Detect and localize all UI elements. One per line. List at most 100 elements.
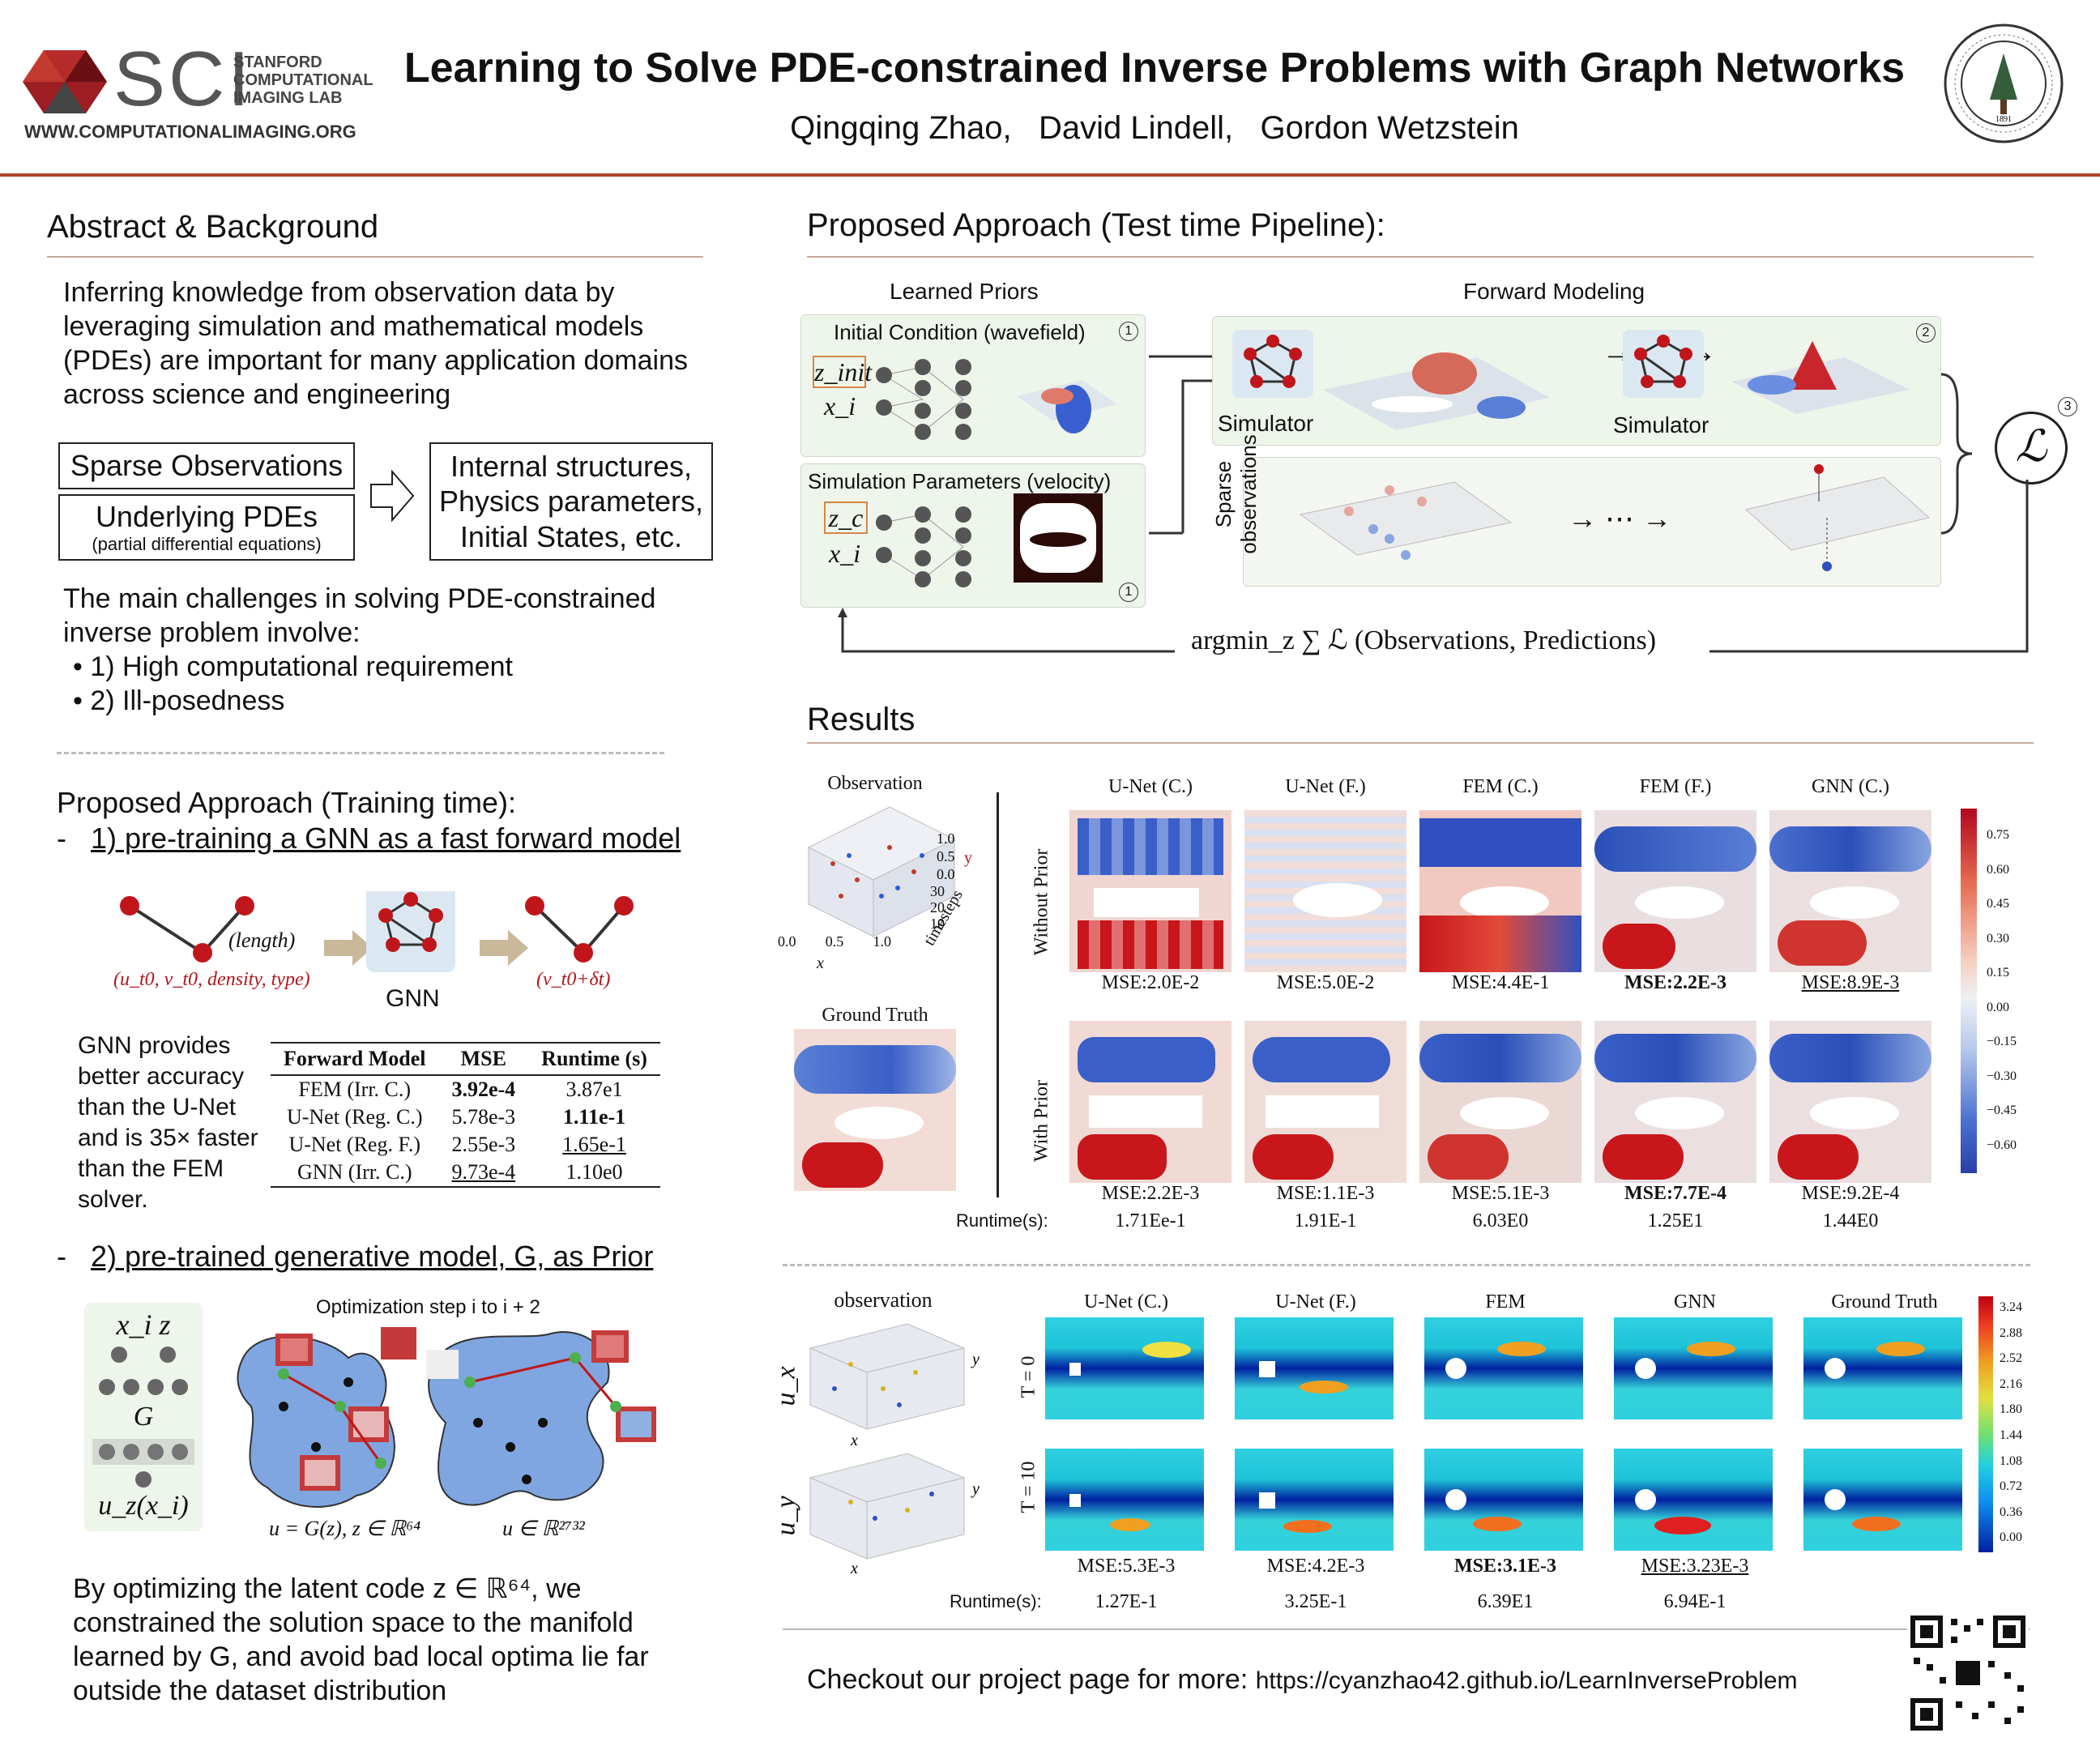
- mse-value: MSE:2.0E-2: [1101, 972, 1200, 993]
- column-header: FEM (C.): [1462, 776, 1539, 797]
- manifold-diagram: [237, 1327, 656, 1508]
- lab-logo-text: SCI: [113, 36, 254, 122]
- simulation-params-panel: Simulation Parameters (velocity) z_c x_i…: [800, 463, 1146, 608]
- training-step2: - 2) pre-trained generative model, G, as…: [57, 1240, 654, 1273]
- runtime-value: 1.44E0: [1822, 1210, 1879, 1231]
- simulation-params-label: Simulation Parameters (velocity): [808, 469, 1112, 493]
- initial-condition-panel: Initial Condition (wavefield) z_init x_i…: [800, 314, 1146, 457]
- mse-value: MSE:2.2E-3: [1624, 972, 1727, 993]
- row-label-t10: T = 10: [1018, 1461, 1039, 1513]
- underlying-pdes-box: Underlying PDEs (partial differential eq…: [58, 494, 355, 561]
- mse-value: MSE:5.0E-2: [1276, 972, 1375, 993]
- conclusion-text: By optimizing the latent code z ∈ ℝ⁶⁴, w…: [73, 1573, 649, 1706]
- flow-map-fem-t10: [1424, 1449, 1583, 1551]
- svg-text:x: x: [850, 1432, 858, 1449]
- challenge-item: • 2) Ill-posedness: [73, 685, 285, 716]
- learned-priors-label: Learned Priors: [890, 279, 1039, 304]
- heatmap-fem-c-with-prior: [1419, 1021, 1581, 1183]
- svg-text:y: y: [971, 1480, 980, 1498]
- lab-name: STANFORD COMPUTATIONAL IMAGING LAB: [233, 53, 373, 107]
- wave-surface-icon: [1731, 341, 1910, 414]
- flow-mse-value: MSE:4.2E-3: [1266, 1556, 1365, 1577]
- results-divider: [997, 792, 999, 1197]
- gnn-summary: GNN provides better accuracy than the U-…: [78, 1032, 258, 1213]
- table-row: FEM (Irr. C.) 3.92e-4 3.87e1: [298, 1078, 623, 1101]
- simulator-label: Simulator: [1613, 412, 1709, 438]
- footer-rule: [783, 1628, 2030, 1630]
- column-header: U-Net (F.): [1285, 776, 1366, 797]
- wavefield-surface-icon: [1017, 380, 1117, 433]
- flow-map-fem-t0: [1424, 1317, 1583, 1419]
- svg-text:1891: 1891: [1995, 115, 2012, 124]
- x-i-label: x_i: [829, 539, 861, 568]
- wave-colorbar: [1961, 809, 1977, 1173]
- velocity-map-icon: [1014, 493, 1103, 583]
- step-marker: 1: [1119, 322, 1138, 341]
- sparse-observations-box: Sparse Observations: [58, 442, 355, 489]
- challenges-intro: The main challenges in solving PDE-const…: [63, 583, 656, 648]
- manifold-left-label: u = G(z), z ∈ ℝ⁶⁴: [269, 1517, 421, 1540]
- poster-title: Learning to Solve PDE-constrained Invers…: [403, 45, 1906, 92]
- heatmap-gnn-c-no-prior: [1769, 810, 1931, 972]
- heatmap-fem-f-no-prior: [1594, 810, 1756, 972]
- flow-map-gnn-t10: [1614, 1449, 1773, 1551]
- column-header: Ground Truth: [1831, 1291, 1938, 1312]
- training-step1: - 1) pre-training a GNN as a fast forwar…: [57, 822, 681, 855]
- project-page-link[interactable]: https://cyanzhao42.github.io/LearnInvers…: [1255, 1667, 1798, 1694]
- flow-map-gnn-t0: [1614, 1317, 1773, 1419]
- footer-text: Checkout our project page for more:: [807, 1664, 1248, 1695]
- sparse-grid-icon: [1744, 464, 1931, 571]
- z-init-box: z_init: [813, 356, 873, 388]
- results-heading: Results: [807, 702, 916, 737]
- axis-t-ticks: 30 20 10: [930, 883, 945, 932]
- flow-map-unet-f-t0: [1235, 1317, 1394, 1419]
- mse-value: MSE:1.1E-3: [1276, 1183, 1375, 1204]
- flow-runtime-value: 6.94E-1: [1663, 1591, 1727, 1612]
- heatmap-unet-c-with-prior: [1069, 1021, 1231, 1183]
- node-output-label: (v_t0+δt): [536, 969, 611, 990]
- prior-network-icon: [876, 359, 971, 440]
- simulator-icon: [1232, 330, 1313, 398]
- flow-map-unet-f-t10: [1235, 1449, 1394, 1551]
- wave-surface-icon: [1323, 352, 1550, 430]
- challenges-list: • 1) High computational requirement • 2)…: [73, 650, 513, 718]
- header-divider: [0, 173, 2100, 177]
- uy-label: u_y: [770, 1496, 801, 1536]
- row-label-t0: T = 0: [1018, 1355, 1039, 1398]
- flow-colorbar: [1978, 1296, 1993, 1552]
- flow-mse-value: MSE:3.1E-3: [1454, 1556, 1556, 1577]
- step-marker: 3: [2058, 397, 2077, 416]
- runtime-label: Runtime(s):: [956, 1210, 1048, 1231]
- gnn-label: GNN: [386, 985, 440, 1012]
- generator-g-label: G: [133, 1402, 154, 1432]
- column-header: FEM: [1485, 1291, 1526, 1312]
- forward-modeling-label: Forward Modeling: [1463, 279, 1645, 304]
- challenge-item: • 1) High computational requirement: [73, 651, 513, 682]
- flow-runtime-value: 1.27E-1: [1095, 1591, 1158, 1612]
- column-header: GNN: [1674, 1291, 1716, 1312]
- optimization-title: Optimization step i to i + 2: [316, 1296, 540, 1318]
- wave-colorbar-ticks: 0.75 0.60 0.45 0.30 0.15 0.00 −0.15 −0.30 −0.45−…: [1987, 828, 2017, 1152]
- axis-y-ticks: 1.0 0.5 0.0: [937, 830, 955, 882]
- qr-code-icon[interactable]: [1907, 1612, 2029, 1734]
- edge-length-label: (length): [228, 928, 296, 952]
- table-row: U-Net (Reg. C.) 5.78e-3 1.11e-1: [286, 1105, 626, 1129]
- column-header: GNN (C.): [1812, 776, 1889, 797]
- heatmap-unet-f-with-prior: [1244, 1021, 1406, 1183]
- runtime-value: 6.03E0: [1472, 1210, 1529, 1231]
- gnn-training-diagram: [120, 891, 634, 972]
- column-header: U-Net (C.): [1084, 1291, 1168, 1312]
- lab-url[interactable]: WWW.COMPUTATIONALIMAGING.ORG: [24, 122, 356, 142]
- right-arrow-icon: [370, 470, 415, 522]
- runtime-value: 1.91E-1: [1294, 1210, 1357, 1231]
- manifold-right-label: u ∈ ℝ²⁷³²: [502, 1517, 585, 1540]
- column-header: U-Net (F.): [1275, 1291, 1356, 1312]
- generator-layers-icon: [92, 1347, 194, 1488]
- mse-value: MSE:9.2E-4: [1801, 1183, 1900, 1204]
- flow-map-unet-c-t0: [1045, 1317, 1204, 1419]
- ground-truth-map: [794, 1029, 956, 1191]
- table-header: Forward Model: [271, 1044, 439, 1076]
- heatmap-fem-c-no-prior: [1419, 810, 1581, 972]
- heatmap-unet-c-no-prior: [1069, 810, 1231, 972]
- flow-runtime-label: Runtime(s):: [950, 1591, 1042, 1611]
